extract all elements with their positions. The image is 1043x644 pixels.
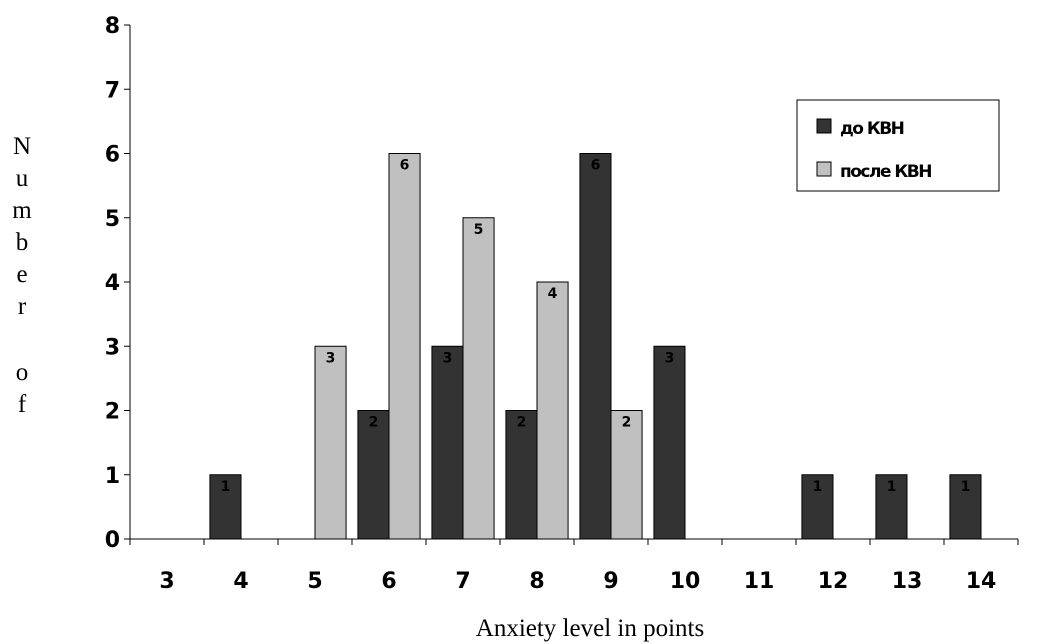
data-label: 2 bbox=[517, 415, 527, 431]
x-tick-label: 8 bbox=[529, 569, 544, 594]
x-axis-label: Anxiety level in points bbox=[476, 615, 704, 642]
bar bbox=[801, 474, 834, 540]
bar bbox=[875, 474, 908, 540]
legend-swatch bbox=[816, 161, 832, 177]
bar bbox=[579, 153, 612, 540]
bar bbox=[536, 281, 569, 540]
y-tick-label: 8 bbox=[105, 14, 120, 39]
bar bbox=[505, 410, 538, 540]
y-tick-label: 3 bbox=[105, 335, 120, 360]
data-label: 6 bbox=[400, 158, 410, 174]
axes bbox=[124, 24, 1019, 545]
bar bbox=[314, 345, 347, 540]
data-label: 3 bbox=[443, 350, 453, 366]
y-tick-label: 7 bbox=[105, 78, 120, 103]
data-label: 6 bbox=[591, 158, 601, 174]
bar bbox=[462, 217, 495, 540]
data-label: 2 bbox=[369, 415, 379, 431]
x-tick-label: 14 bbox=[966, 569, 997, 594]
data-label: 1 bbox=[221, 479, 231, 495]
x-tick-label: 12 bbox=[818, 569, 849, 594]
y-axis-label-char: u bbox=[16, 165, 29, 192]
bar bbox=[209, 474, 242, 540]
y-tick-label: 1 bbox=[105, 464, 120, 489]
data-label: 1 bbox=[961, 479, 971, 495]
bar bbox=[949, 474, 982, 540]
y-axis-label-char: e bbox=[16, 261, 27, 288]
x-tick-label: 7 bbox=[455, 569, 470, 594]
legend-swatch bbox=[816, 118, 832, 134]
y-axis-label-char: m bbox=[12, 197, 32, 224]
bar bbox=[357, 410, 390, 540]
x-tick-label: 10 bbox=[670, 569, 701, 594]
y-axis-label-char: f bbox=[18, 391, 27, 418]
data-label: 3 bbox=[326, 350, 336, 366]
y-axis-label-char: N bbox=[13, 133, 31, 160]
data-label: 1 bbox=[813, 479, 823, 495]
data-label: 4 bbox=[548, 286, 558, 302]
data-label: 5 bbox=[474, 222, 484, 238]
x-tick-label: 5 bbox=[307, 569, 322, 594]
legend: до КВН после КВН bbox=[796, 99, 1000, 192]
bar bbox=[431, 345, 464, 540]
x-tick-label: 4 bbox=[233, 569, 248, 594]
x-tick-label: 9 bbox=[603, 569, 618, 594]
y-axis-label-char: r bbox=[18, 293, 27, 320]
x-tick-label: 3 bbox=[159, 569, 174, 594]
bar bbox=[653, 345, 686, 540]
y-tick-label: 4 bbox=[105, 271, 120, 296]
y-tick-label: 5 bbox=[105, 207, 120, 232]
x-tick-label: 11 bbox=[744, 569, 775, 594]
data-labels: 1 2 3 2 6 3 1 1 1 3 6 5 4 2 bbox=[221, 158, 971, 495]
data-label: 3 bbox=[665, 350, 675, 366]
bar bbox=[388, 153, 421, 540]
legend-label: после КВН bbox=[840, 162, 931, 182]
y-tick-label: 2 bbox=[105, 400, 120, 425]
y-tick-label: 0 bbox=[105, 528, 120, 553]
data-label: 1 bbox=[887, 479, 897, 495]
legend-label: до КВН bbox=[840, 119, 904, 139]
bars bbox=[209, 153, 982, 540]
y-axis-label-char: o bbox=[16, 359, 29, 386]
y-axis-label-char: b bbox=[16, 229, 29, 256]
x-tick-label: 6 bbox=[381, 569, 396, 594]
data-label: 2 bbox=[622, 415, 632, 431]
bar bbox=[610, 410, 643, 540]
x-tick-label: 13 bbox=[892, 569, 923, 594]
y-tick-label: 6 bbox=[105, 143, 120, 168]
